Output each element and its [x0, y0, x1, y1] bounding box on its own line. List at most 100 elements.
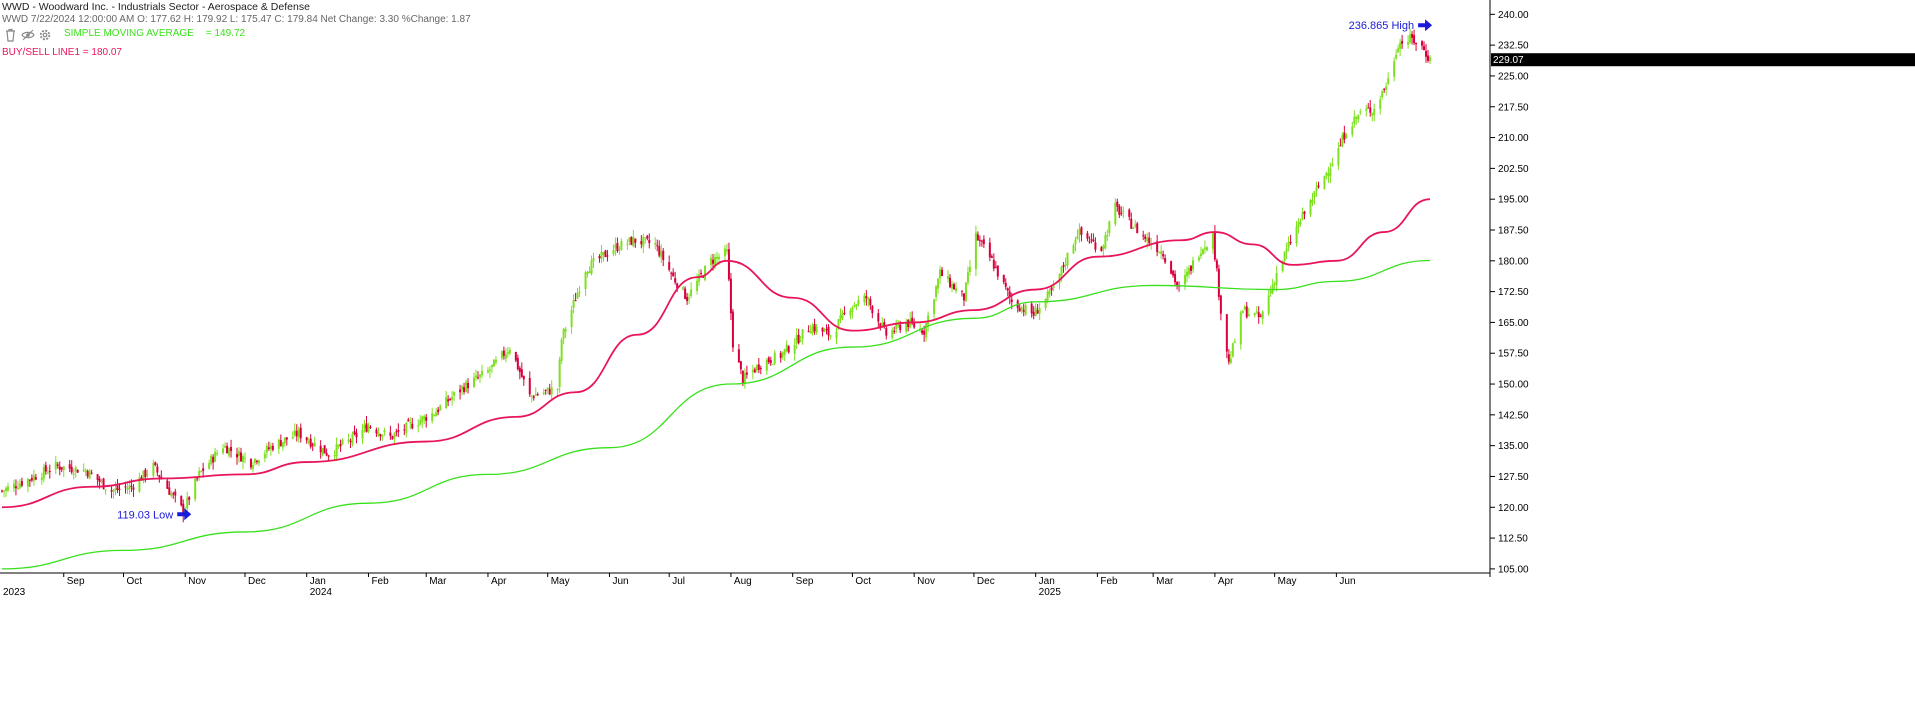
candle-body: [843, 312, 846, 314]
y-tick-label: 187.50: [1498, 225, 1529, 236]
candle-body: [839, 315, 842, 321]
candle-body: [1275, 272, 1278, 286]
candle-body: [877, 313, 880, 322]
candle-body: [1407, 41, 1410, 45]
ohlc-readout: WWD 7/22/2024 12:00:00 AM O: 177.62 H: 1…: [2, 14, 471, 25]
candle-body: [1036, 310, 1039, 314]
candle-body: [1227, 354, 1230, 362]
candle-body: [897, 324, 900, 326]
candle-body: [18, 483, 21, 488]
candle-body: [867, 298, 870, 300]
candle-body: [508, 349, 511, 354]
candle-body: [216, 453, 219, 455]
candle-body: [785, 344, 788, 352]
candle-body: [375, 429, 378, 434]
candle-body: [445, 397, 448, 409]
candle-body: [835, 331, 838, 339]
candle-body: [947, 276, 950, 279]
candle-body: [102, 478, 105, 490]
candle-body: [1024, 305, 1027, 315]
high-annotation-label: 236.865 High: [1349, 20, 1414, 32]
candle-body: [1078, 228, 1081, 236]
candle-body: [1004, 282, 1007, 287]
eye-icon[interactable]: [21, 28, 35, 42]
candle-body: [307, 441, 310, 443]
candle-body: [1217, 268, 1220, 297]
gear-icon[interactable]: [38, 28, 52, 42]
candle-body: [480, 370, 483, 376]
candle-body: [42, 467, 45, 479]
candle-body: [423, 416, 426, 420]
candle-body: [1337, 148, 1340, 166]
candle-body: [1311, 199, 1314, 203]
candle-body: [564, 328, 567, 332]
candle-body: [130, 485, 133, 487]
candle-body: [14, 486, 17, 489]
candle-body: [425, 417, 428, 421]
last-price-tag: [1491, 53, 1915, 67]
candle-body: [1341, 134, 1344, 147]
candle-body: [238, 451, 241, 456]
candle-body: [409, 422, 412, 424]
y-tick-label: 180.00: [1498, 256, 1529, 267]
x-tick-label: Feb: [1100, 576, 1118, 587]
candle-body: [1090, 239, 1093, 241]
candle-body: [1094, 242, 1097, 250]
y-tick-label: 225.00: [1498, 71, 1529, 82]
candle-body: [560, 339, 563, 362]
y-tick-label: 105.00: [1498, 564, 1529, 575]
candle-body: [1199, 253, 1202, 257]
candle-body: [1136, 223, 1139, 234]
candle-body: [688, 297, 691, 299]
candle-body: [283, 437, 286, 444]
candle-body: [773, 352, 776, 364]
candle-body: [586, 272, 589, 274]
y-tick-label: 150.00: [1498, 380, 1529, 391]
candle-body: [1429, 57, 1431, 62]
candle-body: [1020, 307, 1023, 311]
candle-body: [492, 359, 495, 367]
candle-body: [46, 472, 49, 474]
candle-body: [799, 340, 802, 342]
last-price-label: 229.07: [1493, 55, 1524, 66]
candle-body: [172, 493, 175, 495]
candle-body: [421, 416, 424, 423]
trash-icon[interactable]: [4, 28, 18, 42]
candle-body: [144, 469, 147, 478]
candle-body: [1373, 109, 1376, 116]
candle-body: [116, 485, 119, 491]
candle-body: [829, 335, 832, 337]
candle-body: [755, 365, 758, 371]
candle-body: [913, 322, 916, 328]
candle-body: [739, 361, 742, 370]
x-tick-label: May: [1278, 576, 1297, 587]
candle-body: [743, 372, 746, 384]
candle-body: [941, 269, 944, 277]
candlestick-series: [1, 28, 1431, 523]
candle-body: [383, 430, 386, 433]
candle-body: [1423, 46, 1426, 51]
candle-body: [1219, 295, 1222, 314]
candle-body: [1213, 232, 1216, 260]
candle-body: [1239, 312, 1242, 345]
candle-body: [823, 330, 826, 332]
y-tick-label: 112.50: [1498, 534, 1528, 545]
candle-body: [88, 470, 91, 479]
candle-body: [170, 493, 173, 497]
y-tick-label: 217.50: [1498, 102, 1529, 113]
y-tick-label: 172.50: [1498, 287, 1529, 298]
candle-body: [855, 304, 858, 307]
candle-body: [857, 300, 860, 305]
candle-body: [953, 284, 955, 290]
candle-body: [486, 370, 489, 373]
candle-body: [1060, 266, 1063, 276]
candle-body: [869, 298, 872, 306]
candle-body: [407, 419, 410, 422]
candle-body: [467, 382, 470, 389]
candle-body: [305, 437, 308, 441]
candle-body: [271, 445, 274, 450]
sma-legend: SIMPLE MOVING AVERAGE = 149.72: [64, 28, 245, 40]
candle-body: [98, 478, 101, 482]
candle-body: [239, 452, 242, 462]
